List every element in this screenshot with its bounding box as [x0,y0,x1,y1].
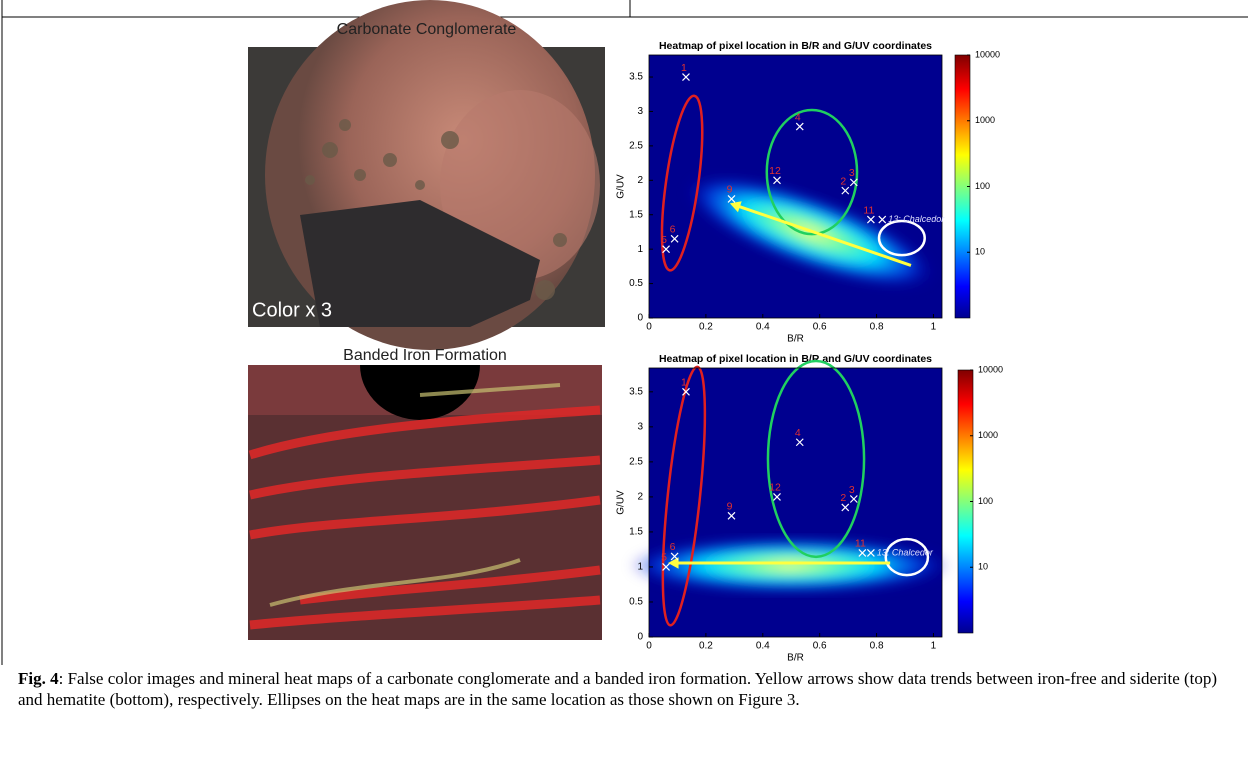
heatmap-title: Heatmap of pixel location in B/R and G/U… [659,40,932,52]
point-label: 11 [863,204,874,216]
y-tick-label: 2 [637,175,643,186]
point-label: 1 [681,62,687,74]
point-label: 3 [849,167,855,179]
y-tick-label: 0.5 [629,597,643,608]
y-tick-label: 3 [637,106,643,117]
point-label: 3 [849,484,855,496]
colorbar-tick-label: 100 [978,496,993,506]
x-tick-label: 0.8 [870,641,884,652]
y-tick-label: 3.5 [629,386,643,397]
y-tick-label: 1 [637,244,643,255]
y-tick-label: 3.5 [629,72,643,83]
colorbar-tick-label: 100 [975,181,990,191]
y-tick-label: 1.5 [629,527,643,538]
photo [248,0,605,350]
y-axis-label: G/UV [616,490,627,515]
point-label: 6 [670,224,676,236]
y-tick-label: 0 [637,632,643,643]
x-tick-label: 0.6 [813,322,827,333]
colorbar-tick-label: 10000 [978,364,1003,374]
y-tick-label: 2 [637,492,643,503]
page: Carbonate Conglomerate Color x 3 Heatmap o… [0,0,1248,757]
point-label: 2 [840,492,846,504]
heatmap-title: Heatmap of pixel location in B/R and G/U… [659,353,932,365]
point-label: 12 [769,482,781,494]
y-axis-label: G/UV [616,174,627,199]
colorbar-tick-label: 1000 [975,115,995,125]
point-label: 4 [795,427,801,439]
x-tick-label: 0.4 [756,322,770,333]
y-tick-label: 0 [637,313,643,324]
caption: Fig. 4: False color images and mineral h… [18,668,1230,710]
x-tick-label: 0.6 [813,641,827,652]
point-label: 4 [795,111,801,123]
x-tick-label: 0 [646,641,652,652]
photo [248,365,602,640]
photo-label: Color x 3 [252,299,332,321]
colorbar-tick-label: 10 [978,562,988,572]
photo-title: Banded Iron Formation [343,347,507,364]
point-label: 12 [769,165,781,177]
x-axis-label: B/R [787,653,804,664]
y-tick-label: 1.5 [629,209,643,220]
photo-title: Carbonate Conglomerate [337,21,517,38]
point-label: 2 [840,175,846,187]
point-label: 5 [661,234,667,246]
x-axis-label: B/R [787,334,804,345]
y-tick-label: 1 [637,562,643,573]
x-tick-label: 0.4 [756,641,770,652]
point-label: 13: Chalcedor [888,214,945,224]
point-label: 1 [681,377,687,389]
caption-label: Fig. 4 [18,669,59,688]
point-label: 9 [727,184,733,196]
y-tick-label: 3 [637,421,643,432]
x-tick-label: 0.8 [870,322,884,333]
figure: Carbonate Conglomerate Color x 3 Heatmap o… [0,0,1248,665]
x-tick-label: 1 [931,322,937,333]
x-tick-label: 0.2 [699,322,713,333]
y-tick-label: 0.5 [629,278,643,289]
colorbar-tick-label: 10 [975,247,985,257]
x-tick-label: 0 [646,322,652,333]
point-label: 13: Chalcedor [877,547,934,557]
y-tick-label: 2.5 [629,141,643,152]
y-tick-label: 2.5 [629,457,643,468]
colorbar-tick-label: 10000 [975,49,1000,59]
caption-text: : False color images and mineral heat ma… [18,669,1217,709]
point-label: 6 [670,541,676,553]
point-label: 9 [727,501,733,513]
point-label: 5 [661,552,667,564]
point-label: 11 [855,538,866,550]
x-tick-label: 0.2 [699,641,713,652]
x-tick-label: 1 [931,641,937,652]
colorbar-tick-label: 1000 [978,430,998,440]
plot-area [649,368,942,637]
